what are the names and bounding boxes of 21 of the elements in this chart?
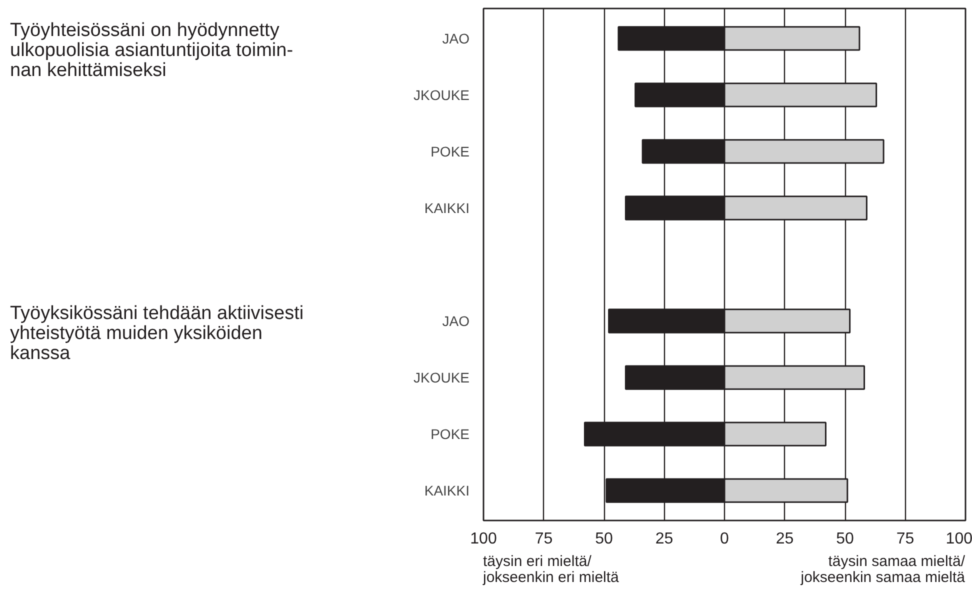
x-tick-label: 75 [534,530,553,548]
y-tick-label: JAO [442,313,470,330]
y-tick-label: JKOUKE [413,86,470,103]
x-tick-label: 0 [720,530,730,548]
x-tick-label: 25 [655,530,674,548]
x-tick-label: 100 [946,530,972,548]
x-tick-label: 100 [470,530,497,548]
y-tick-label: JKOUKE [413,370,470,386]
x-tick-label: 50 [595,530,613,548]
x-tick-label: 75 [896,530,914,548]
y-tick-label: JAO [442,30,470,46]
text: täysin eri mieltä/ jokseenkin eri mieltä [483,553,619,586]
text: Työyhteisössäni on hyödynnetty ulkopuolisia asiantuntijoita toimin- nan kehittämiseksi [10,20,294,81]
x-tick-label: 50 [836,530,854,548]
y-tick-label: KAIKKI [424,200,470,216]
y-tick-label: KAIKKI [424,482,470,499]
y-tick-label: POKE [430,426,470,442]
x-tick-label: 25 [776,530,794,548]
text: Työyksikössäni tehdään aktiivisesti yhteistyötä muiden yksiköiden kanssa [10,303,304,364]
text: täysin samaa mieltä/ jokseenkin samaa mieltä [800,553,965,586]
y-tick-label: POKE [430,143,470,160]
